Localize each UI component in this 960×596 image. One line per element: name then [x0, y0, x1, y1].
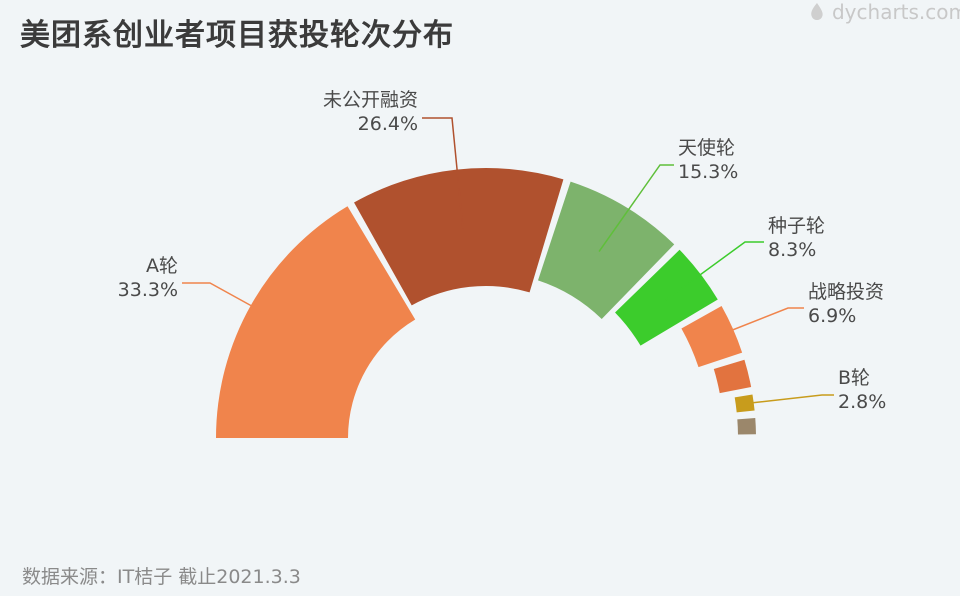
leader-line-2 [422, 117, 464, 229]
slice-value-3: 15.3% [678, 161, 738, 183]
slice-value-7: 2.8% [838, 391, 886, 413]
slice-7[interactable] [734, 394, 755, 413]
slice-3[interactable] [538, 181, 675, 319]
dycharts-logo-icon [811, 3, 823, 20]
slice-value-1: 33.3% [118, 279, 178, 301]
slice-6[interactable] [713, 359, 752, 394]
slice-label-2: 未公开融资 [323, 89, 418, 111]
leader-line-5 [711, 307, 804, 339]
slice-8[interactable] [737, 418, 756, 435]
slice-label-5: 战略投资 [808, 281, 884, 303]
watermark-text: dycharts.com [831, 0, 960, 24]
slice-4[interactable] [615, 249, 718, 346]
data-source: 数据来源：IT桔子 截止2021.3.3 [22, 566, 301, 588]
slice-label-3: 天使轮 [678, 137, 735, 159]
slice-1[interactable] [216, 206, 416, 438]
slice-label-7: B轮 [838, 367, 870, 389]
slice-2[interactable] [354, 167, 564, 306]
slice-5[interactable] [681, 306, 743, 368]
slice-value-2: 26.4% [358, 113, 418, 135]
leader-line-7 [744, 394, 834, 405]
slice-value-4: 8.3% [768, 239, 816, 261]
slice-label-4: 种子轮 [768, 215, 825, 237]
leader-line-4 [663, 241, 764, 302]
chart-title: 美团系创业者项目获投轮次分布 [20, 18, 454, 53]
leader-line-1 [182, 282, 309, 338]
watermark: dycharts.com [806, 0, 960, 24]
leader-line-3 [598, 164, 674, 253]
slice-value-5: 6.9% [808, 305, 856, 327]
slice-label-1: A轮 [146, 255, 178, 277]
